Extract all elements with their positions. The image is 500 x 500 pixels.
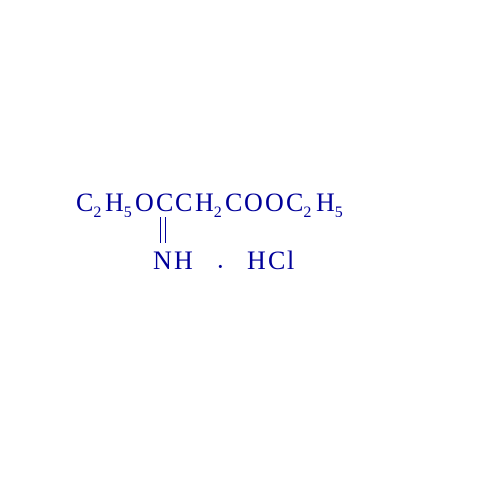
atom-H-2: H2: [195, 190, 222, 221]
atom-C-2: C: [156, 190, 173, 216]
atom-N-1: N: [153, 248, 172, 274]
atom-H-4: H: [174, 248, 193, 274]
chemical-structure: C2 H5 O C C H2 C O O C2 H5 N H · H C: [0, 0, 500, 500]
atom-C-1: C2: [76, 190, 101, 221]
atom-symbol: l: [287, 246, 294, 275]
atom-C-3: C: [175, 190, 192, 216]
atom-symbol: H: [195, 188, 214, 217]
double-bond-line-2: [165, 217, 166, 243]
atom-symbol: O: [265, 188, 284, 217]
atom-C-5: C2: [286, 190, 311, 221]
atom-subscript: 2: [93, 204, 101, 221]
atom-symbol: C: [76, 188, 93, 217]
double-bond-line-1: [160, 217, 161, 243]
atom-O-1: O: [135, 190, 154, 216]
salt-dot: ·: [216, 254, 225, 280]
atom-symbol: C: [225, 188, 242, 217]
atom-symbol: O: [135, 188, 154, 217]
atom-symbol: H: [316, 188, 335, 217]
atom-symbol: C: [156, 188, 173, 217]
atom-symbol: H: [247, 246, 266, 275]
atom-symbol: C: [286, 188, 303, 217]
atom-O-3: O: [265, 190, 284, 216]
atom-C-6: C: [268, 248, 285, 274]
atom-symbol: H: [105, 188, 124, 217]
atom-H-3: H5: [316, 190, 343, 221]
atom-symbol: N: [153, 246, 172, 275]
atom-O-2: O: [244, 190, 263, 216]
atom-subscript: 5: [124, 204, 132, 221]
atom-symbol: C: [175, 188, 192, 217]
atom-H-5: H: [247, 248, 266, 274]
atom-subscript: 5: [335, 204, 343, 221]
atom-symbol: O: [244, 188, 263, 217]
atom-symbol: C: [268, 246, 285, 275]
atom-H-1: H5: [105, 190, 132, 221]
atom-symbol: H: [174, 246, 193, 275]
atom-C-4: C: [225, 190, 242, 216]
atom-l-1: l: [287, 248, 294, 274]
atom-subscript: 2: [214, 204, 222, 221]
atom-subscript: 2: [303, 204, 311, 221]
